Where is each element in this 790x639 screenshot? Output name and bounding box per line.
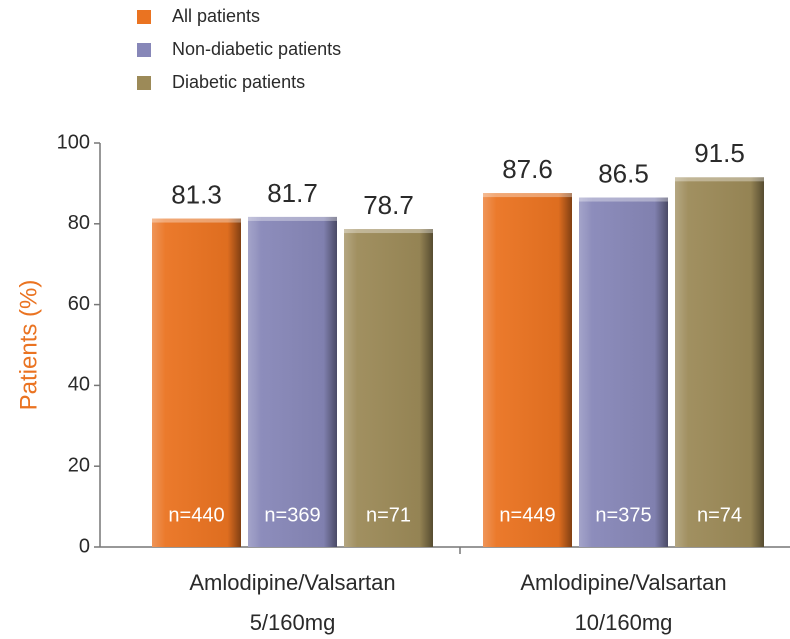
legend-label: Diabetic patients (172, 72, 305, 92)
legend-swatch (137, 10, 151, 24)
y-tick-label: 40 (68, 374, 90, 396)
bar-top (483, 193, 572, 198)
y-tick-label: 20 (68, 454, 90, 476)
bar-shade (152, 218, 241, 547)
value-label: 78.7 (363, 190, 414, 220)
value-label: 81.7 (267, 178, 318, 208)
n-label: n=449 (499, 504, 555, 526)
legend-label: All patients (172, 6, 260, 26)
bar-shade (483, 193, 572, 547)
x-tick-label: 5/160mg (250, 610, 336, 635)
y-tick-label: 0 (79, 535, 90, 557)
n-label: n=74 (697, 504, 742, 526)
value-label: 86.5 (598, 158, 649, 188)
y-axis-label: Patients (%) (15, 280, 42, 411)
value-label: 91.5 (694, 138, 745, 168)
n-label: n=375 (595, 504, 651, 526)
bar-shade (344, 229, 433, 547)
bar-shade (579, 197, 668, 548)
y-tick-label: 60 (68, 293, 90, 315)
n-label: n=71 (366, 504, 411, 526)
legend-swatch (137, 43, 151, 57)
x-tick-label: Amlodipine/Valsartan (189, 570, 395, 595)
n-label: n=369 (264, 504, 320, 526)
bar-top (579, 197, 668, 202)
bar-top (152, 218, 241, 223)
x-tick-label: Amlodipine/Valsartan (520, 570, 726, 595)
value-label: 87.6 (502, 154, 553, 184)
bar-top (248, 216, 337, 221)
y-tick-label: 80 (68, 212, 90, 234)
n-label: n=440 (168, 504, 224, 526)
x-tick-label: 10/160mg (575, 610, 673, 635)
bar-top (675, 177, 764, 182)
bar-shade (675, 177, 764, 547)
legend-label: Non-diabetic patients (172, 39, 341, 59)
value-label: 81.3 (171, 179, 222, 209)
legend-swatch (137, 76, 151, 90)
bar-top (344, 229, 433, 234)
y-tick-label: 100 (57, 131, 90, 153)
bar-shade (248, 216, 337, 547)
